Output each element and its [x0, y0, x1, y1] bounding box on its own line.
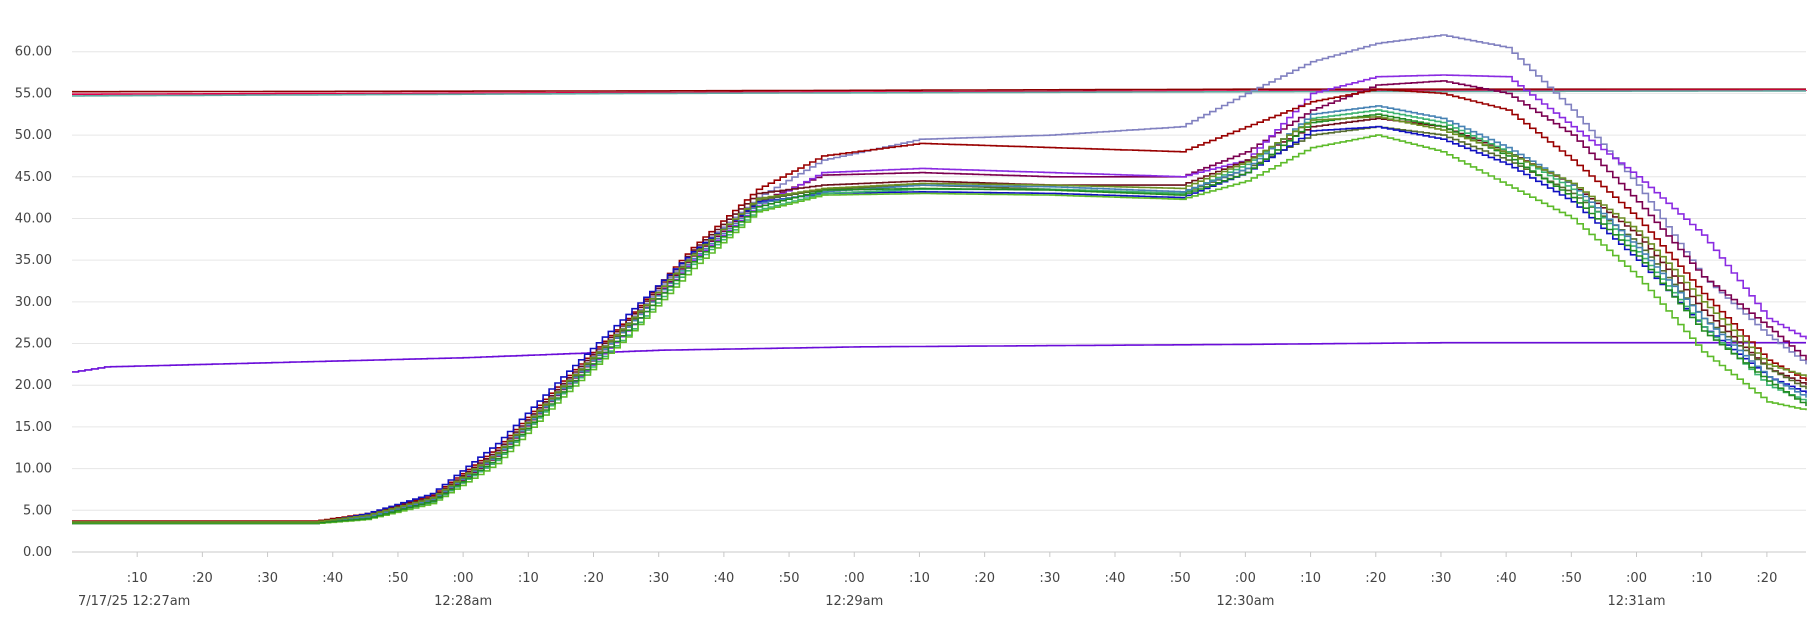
series-line — [72, 125, 1807, 524]
x-tick-label: :50 — [387, 571, 408, 586]
x-major-label: 12:28am — [434, 594, 492, 609]
x-tick-label: :20 — [583, 571, 604, 586]
x-tick-label: :10 — [127, 571, 148, 586]
y-tick-label: 40.00 — [15, 211, 52, 226]
y-tick-label: 10.00 — [15, 462, 52, 477]
x-tick-label: :40 — [1496, 571, 1517, 586]
series-line — [72, 134, 1807, 525]
x-tick-label: :10 — [1300, 571, 1321, 586]
x-tick-label: :40 — [713, 571, 734, 586]
series-lines — [72, 34, 1807, 525]
series-line — [72, 341, 1806, 373]
y-tick-label: 5.00 — [23, 503, 52, 518]
y-tick-label: 0.00 — [23, 545, 52, 560]
x-tick-label: :20 — [974, 571, 995, 586]
series-line — [72, 34, 1807, 525]
y-tick-label: 60.00 — [15, 45, 52, 60]
x-tick-label: :00 — [1235, 571, 1256, 586]
y-tick-label: 30.00 — [15, 295, 52, 310]
grid-lines — [72, 51, 1806, 511]
series-line — [72, 88, 1807, 522]
x-tick-label: :10 — [909, 571, 930, 586]
y-tick-label: 15.00 — [15, 420, 52, 435]
series-line — [72, 115, 1807, 523]
x-tick-label: :50 — [1170, 571, 1191, 586]
x-tick-label: :20 — [1365, 571, 1386, 586]
y-tick-label: 25.00 — [15, 337, 52, 352]
axes — [72, 551, 1806, 557]
tick-labels: 0.00 5.00 10.00 15.00 20.00 25.00 30.00 35.00 40… — [15, 45, 1778, 609]
x-tick-label: :10 — [518, 571, 539, 586]
y-tick-label: 55.00 — [15, 86, 52, 101]
x-tick-label: :40 — [322, 571, 343, 586]
x-major-label: 12:29am — [825, 594, 883, 609]
x-tick-label: :20 — [1756, 571, 1777, 586]
x-major-label: 7/17/25 12:27am — [78, 594, 190, 609]
series-line — [72, 113, 1807, 524]
x-tick-label: :10 — [1691, 571, 1712, 586]
x-tick-label: :30 — [648, 571, 669, 586]
series-line — [72, 74, 1807, 525]
y-tick-label: 45.00 — [15, 170, 52, 185]
x-tick-label: :00 — [453, 571, 474, 586]
x-tick-label: :30 — [1039, 571, 1060, 586]
x-tick-label: :50 — [779, 571, 800, 586]
x-tick-label: :00 — [1626, 571, 1647, 586]
x-tick-label: :20 — [192, 571, 213, 586]
x-tick-label: :30 — [257, 571, 278, 586]
y-tick-label: 50.00 — [15, 128, 52, 143]
series-line — [72, 90, 1806, 97]
series-line — [72, 109, 1807, 523]
series-line — [72, 125, 1807, 525]
x-tick-label: :40 — [1105, 571, 1126, 586]
x-major-label: 12:31am — [1607, 594, 1665, 609]
x-major-label: 12:30am — [1216, 594, 1274, 609]
x-tick-label: :00 — [844, 571, 865, 586]
x-tick-label: :30 — [1430, 571, 1451, 586]
x-tick-label: :50 — [1561, 571, 1582, 586]
y-tick-label: 35.00 — [15, 253, 52, 268]
y-tick-label: 20.00 — [15, 378, 52, 393]
